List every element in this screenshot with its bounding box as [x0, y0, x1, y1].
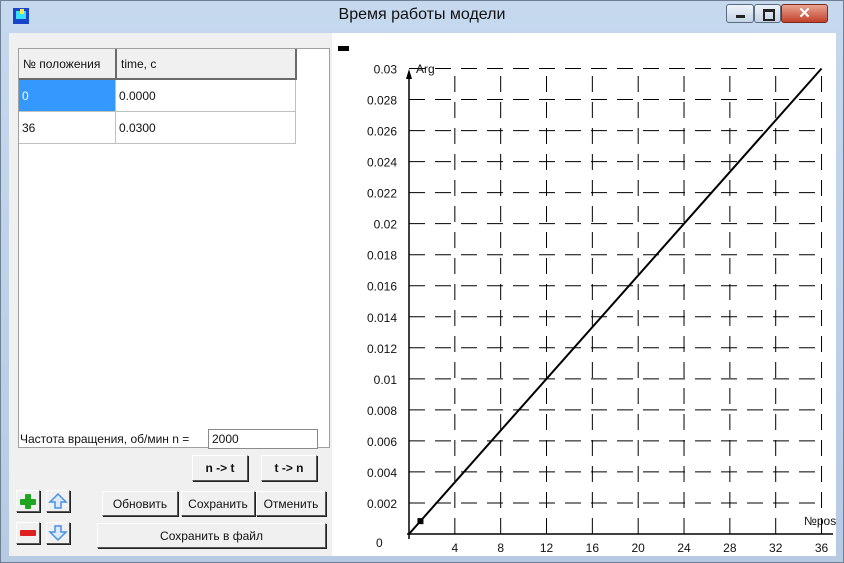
cancel-button[interactable]: Отменить: [256, 491, 326, 516]
x-tick-label: 12: [540, 541, 554, 555]
y-axis-arrow: [406, 69, 412, 79]
rotation-speed-input[interactable]: 2000: [208, 429, 318, 449]
positions-table[interactable]: № положения time, c 0 0.0000 36 0.0300: [18, 48, 330, 448]
x-tick-label: 32: [769, 541, 783, 555]
y-tick-label: 0.014: [367, 311, 397, 325]
x-tick-label: 4: [451, 541, 458, 555]
data-point-marker: [417, 518, 424, 525]
y-tick-label: 0.006: [367, 435, 397, 449]
maximize-button[interactable]: [754, 4, 781, 23]
close-icon: ✕: [798, 5, 811, 22]
refresh-button[interactable]: Обновить: [102, 491, 178, 516]
x-tick-label: 24: [677, 541, 691, 555]
y-tick-label: 0.018: [367, 249, 397, 263]
close-button[interactable]: ✕: [781, 4, 828, 23]
y-tick-label: 0.01: [374, 373, 398, 387]
save-to-file-button[interactable]: Сохранить в файл: [97, 523, 326, 548]
x-tick-label: 8: [497, 541, 504, 555]
column-header-time[interactable]: time, c: [117, 49, 297, 80]
y-tick-label: 0.002: [367, 497, 397, 511]
x-axis-label: №pos: [804, 514, 836, 528]
y-tick-label: 0.026: [367, 125, 397, 139]
y-tick-label: 0.008: [367, 404, 397, 418]
client-area: № положения time, c 0 0.0000 36 0.0300 Ч…: [9, 33, 836, 556]
remove-row-button[interactable]: [16, 522, 40, 544]
move-up-button[interactable]: [46, 490, 70, 512]
minimize-icon: [736, 15, 745, 18]
plus-icon: [20, 494, 36, 509]
add-row-button[interactable]: [16, 490, 40, 512]
y-axis-label: Arg: [416, 62, 435, 76]
table-cell-time[interactable]: 0.0300: [116, 112, 296, 144]
rotation-speed-label: Частота вращения, об/мин n =: [20, 432, 190, 446]
move-down-button[interactable]: [46, 522, 70, 544]
table-cell-position[interactable]: 0: [19, 80, 116, 112]
x-tick-label: 20: [632, 541, 646, 555]
minimize-button[interactable]: [726, 4, 754, 23]
n-to-t-button[interactable]: n -> t: [192, 455, 248, 481]
save-button[interactable]: Сохранить: [181, 491, 255, 516]
minus-icon: [20, 530, 36, 536]
chart: Arg №pos 0 0.002 0.004 0.006 0.008 0.01 0.012 0.…: [338, 46, 836, 555]
series-line: [408, 67, 823, 535]
y-tick-label: 0.02: [374, 218, 398, 232]
y-tick-label: 0.016: [367, 280, 397, 294]
y-tick-label: 0.022: [367, 187, 397, 201]
splitter-handle[interactable]: [338, 46, 349, 51]
arrow-down-icon: [48, 525, 68, 542]
origin-label: 0: [376, 536, 383, 550]
y-tick-label: 0.028: [367, 94, 397, 108]
t-to-n-button[interactable]: t -> n: [261, 455, 317, 481]
arrow-up-icon: [48, 492, 68, 509]
x-tick-label: 36: [815, 541, 829, 555]
maximize-icon: [763, 9, 775, 21]
app-icon: [13, 8, 29, 24]
left-panel: № положения time, c 0 0.0000 36 0.0300 Ч…: [9, 33, 332, 556]
table-cell-position[interactable]: 36: [19, 112, 116, 144]
y-tick-label: 0.012: [367, 342, 397, 356]
y-tick-label: 0.024: [367, 156, 397, 170]
table-cell-time[interactable]: 0.0000: [116, 80, 296, 112]
window-title: Время работы модели: [338, 6, 506, 23]
y-tick-label: 0.004: [367, 466, 397, 480]
title-bar[interactable]: Время работы модели ✕: [1, 1, 843, 33]
x-tick-label: 28: [723, 541, 737, 555]
x-tick-label: 16: [586, 541, 600, 555]
column-header-position[interactable]: № положения: [19, 49, 117, 80]
y-tick-label: 0.03: [374, 63, 398, 77]
